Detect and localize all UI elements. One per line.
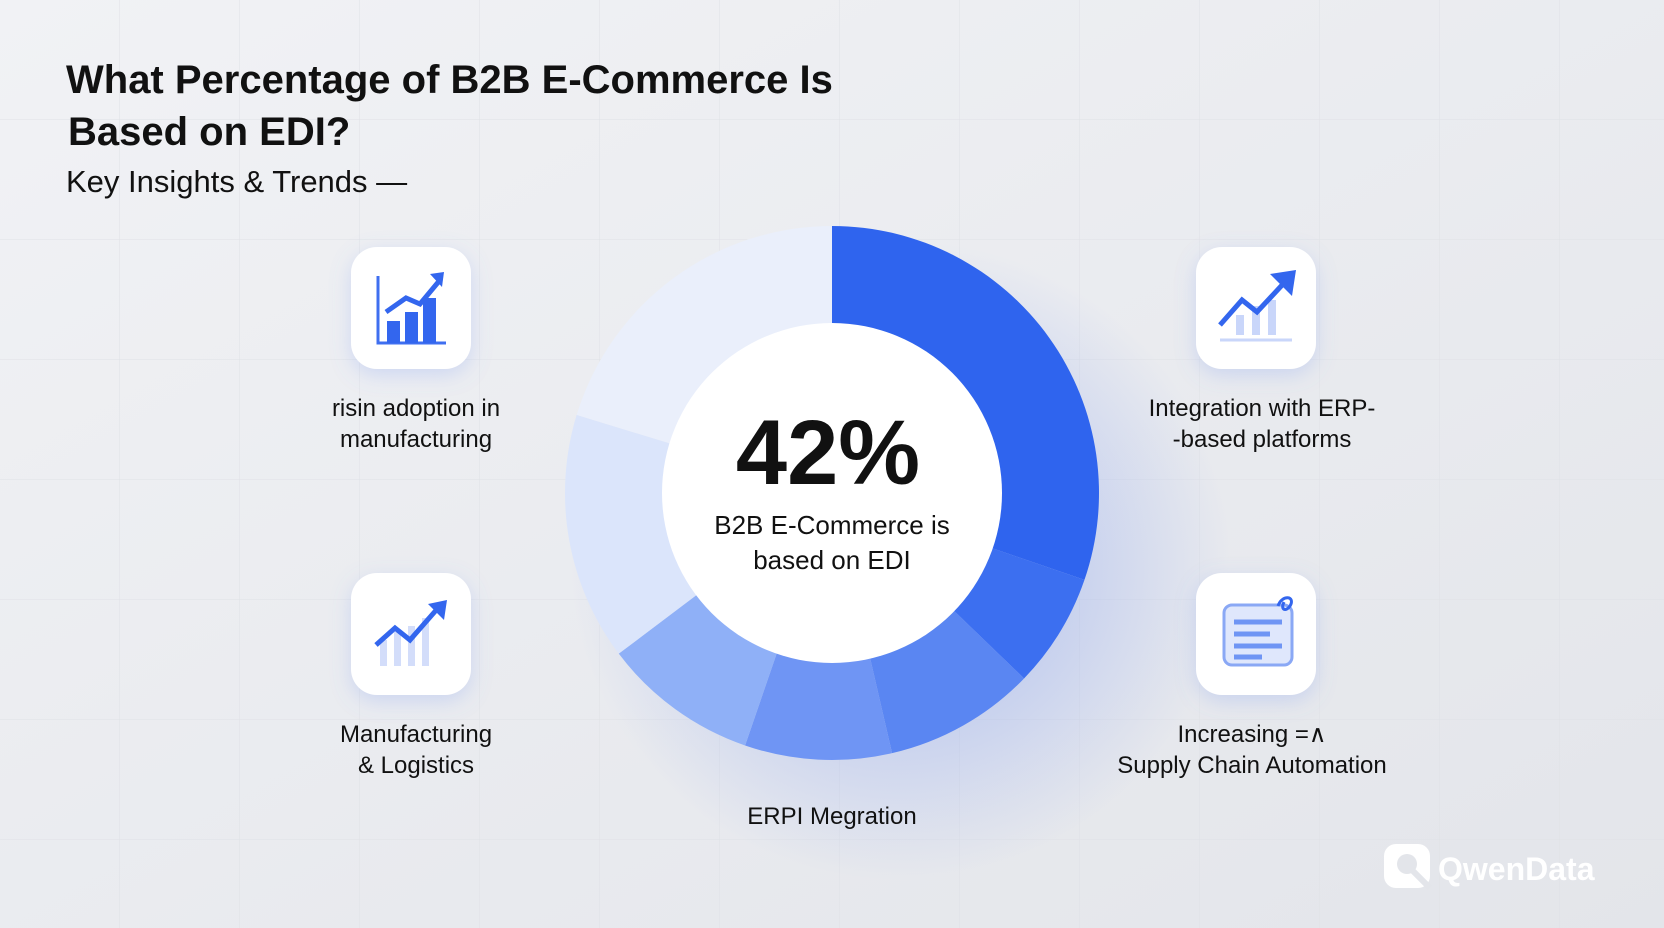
bottom-label: ERPI Megration [747,803,916,830]
title: What Percentage of B2B E-Commerce Is [66,58,833,102]
center-caption: based on EDI [753,545,911,575]
callout-text: Manufacturing [340,721,492,748]
callout-text: risin adoption in [332,395,500,422]
center-stat: 42% [736,402,920,504]
callout-text: manufacturing [340,426,492,453]
icon-bars [376,272,446,345]
icon-trend [1218,270,1296,342]
center-caption: B2B E-Commerce is [714,510,950,540]
callout-text: Integration with ERP- [1149,395,1376,422]
donut-segment [745,644,893,760]
title: Based on EDI? [68,110,350,154]
donut-segment [947,545,1085,679]
callout-text: Increasing =∧ [1178,721,1327,748]
donut-hole [662,323,1002,663]
icon-document [1222,596,1294,667]
brand: QwenData [1438,851,1595,887]
callout-text: Supply Chain Automation [1117,752,1387,779]
callout-text: & Logistics [358,752,474,779]
brand-logo [1384,844,1433,891]
donut-segment [576,226,832,447]
subtitle: Key Insights & Trends — [66,164,407,199]
callout-text: -based platforms [1173,426,1352,453]
icon-line [374,600,447,666]
